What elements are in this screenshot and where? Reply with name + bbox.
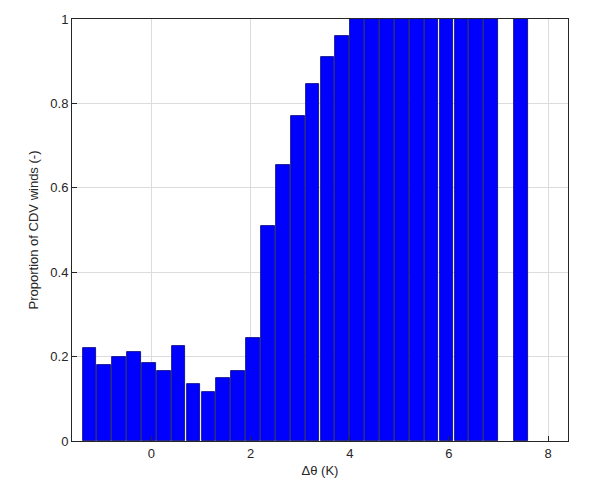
svg-text:0.4: 0.4	[50, 265, 68, 280]
svg-text:2: 2	[247, 446, 254, 461]
svg-text:0.6: 0.6	[50, 180, 68, 195]
svg-text:0: 0	[148, 446, 155, 461]
svg-text:0.8: 0.8	[50, 96, 68, 111]
svg-text:4: 4	[346, 446, 353, 461]
svg-text:6: 6	[445, 446, 452, 461]
svg-text:0.2: 0.2	[50, 349, 68, 364]
svg-text:Δθ (K): Δθ (K)	[302, 463, 339, 478]
svg-text:1: 1	[61, 12, 68, 27]
svg-text:Proportion of CDV winds (-): Proportion of CDV winds (-)	[26, 151, 41, 310]
svg-text:8: 8	[545, 446, 552, 461]
svg-text:0: 0	[61, 434, 68, 449]
